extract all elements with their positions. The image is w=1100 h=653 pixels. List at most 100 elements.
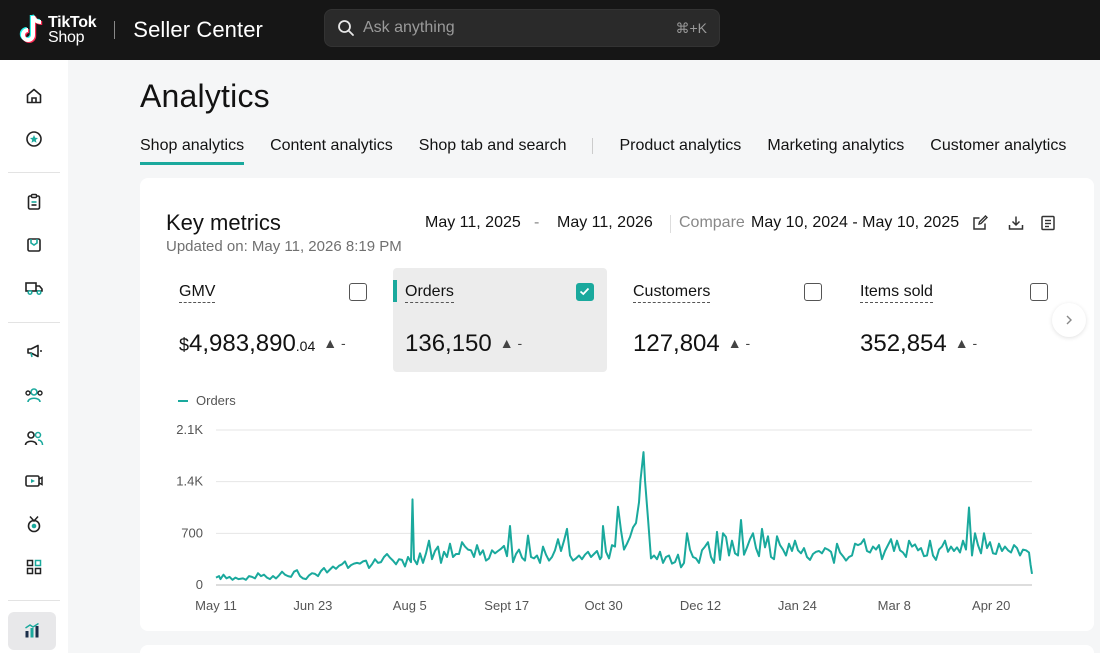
x-tick-label: Oct 30: [584, 598, 622, 613]
users-group-icon: [25, 388, 43, 403]
legend-swatch: [178, 399, 188, 402]
tab-shop-tab-and-search[interactable]: Shop tab and search: [418, 137, 567, 154]
y-tick-label: 700: [181, 525, 203, 540]
metric-value: 352,854 ▲ -: [860, 329, 977, 358]
tab-shop-analytics[interactable]: Shop analytics: [140, 136, 245, 165]
y-tick-label: 0: [196, 577, 203, 592]
tab-divider: [592, 138, 594, 154]
download-button[interactable]: [1006, 213, 1026, 233]
megaphone-icon: [27, 344, 42, 358]
date-range-separator: -: [534, 214, 540, 231]
chevron-right-icon: [1066, 315, 1072, 325]
key-metrics-card: Key metrics Updated on: May 11, 2026 8:1…: [140, 178, 1094, 631]
orders-line-chart: 0 700 1.4K 2.1K May 11 Jun 23 Aug 5 Sept 17 Oct …: [176, 422, 1033, 613]
next-card: [140, 645, 1094, 653]
sidebar-item-analytics[interactable]: [8, 612, 56, 650]
search-icon: [338, 20, 354, 36]
report-button[interactable]: [1038, 213, 1058, 233]
gmv-decimal: .04: [295, 338, 316, 354]
gmv-value: 4,983,890: [189, 330, 296, 357]
users-icon: [24, 431, 44, 446]
compare-divider: [670, 215, 671, 233]
sidebar-separator: [8, 322, 60, 323]
search-bar[interactable]: Ask anything ⌘+K: [324, 9, 720, 47]
metric-checkbox[interactable]: [804, 283, 822, 301]
clipboard-icon: [27, 193, 41, 210]
logo-divider: [114, 21, 116, 39]
sidebar-item-home[interactable]: [12, 78, 56, 114]
grid-apps-icon: [26, 559, 42, 575]
selected-indicator: [393, 280, 397, 302]
x-tick-label: Dec 12: [680, 598, 721, 613]
y-tick-label: 2.1K: [176, 422, 203, 437]
sidebar-item-rewards[interactable]: [12, 506, 56, 542]
compare-label: Compare: [679, 214, 745, 231]
date-range-end[interactable]: May 11, 2026: [557, 214, 653, 231]
report-icon: [1041, 215, 1055, 231]
metric-trend: ▲ -: [323, 335, 346, 351]
sidebar: [0, 60, 68, 653]
legend-label-orders: Orders: [196, 393, 236, 408]
sidebar-item-shipping[interactable]: [12, 270, 56, 306]
logo-text: TikTok Shop: [48, 15, 97, 46]
orders-value: 136,150: [405, 330, 492, 357]
star-badge-icon: [26, 131, 42, 147]
edit-button[interactable]: [970, 213, 990, 233]
sidebar-item-orders[interactable]: [12, 184, 56, 220]
items-sold-value: 352,854: [860, 330, 947, 357]
sidebar-item-affiliates[interactable]: [12, 377, 56, 413]
y-tick-label: 1.4K: [176, 474, 203, 489]
edit-icon: [973, 215, 988, 230]
x-tick-label: May 11: [195, 598, 237, 613]
orders-series-line: [215, 451, 1033, 581]
sidebar-item-marketing[interactable]: [12, 333, 56, 369]
sidebar-separator: [8, 172, 60, 173]
metric-checkbox[interactable]: [576, 283, 594, 301]
customers-value: 127,804: [633, 330, 720, 357]
metric-label: GMV: [179, 283, 216, 303]
compare-date-range[interactable]: May 10, 2024 - May 10, 2025: [751, 214, 960, 231]
sidebar-item-live[interactable]: [12, 463, 56, 499]
currency-symbol: $: [179, 335, 190, 355]
metric-label: Items sold: [860, 283, 933, 303]
metric-value: 136,150 ▲ -: [405, 329, 522, 358]
bar-chart-icon: [25, 622, 39, 638]
x-tick-label: Apr 20: [972, 598, 1010, 613]
metric-items-sold[interactable]: Items sold 352,854 ▲ -: [848, 268, 1062, 372]
sidebar-item-growth[interactable]: [12, 121, 56, 157]
sidebar-item-customers[interactable]: [12, 420, 56, 456]
x-tick-label: Mar 8: [878, 598, 911, 613]
metric-trend: ▲ -: [954, 335, 978, 351]
video-icon: [25, 475, 43, 487]
app-title: Seller Center: [133, 17, 263, 42]
metric-gmv[interactable]: GMV $4,983,890.04 ▲ -: [167, 268, 381, 372]
x-tick-label: Aug 5: [393, 598, 427, 613]
tiktok-shop-logo[interactable]: TikTok Shop: [16, 13, 97, 47]
x-tick-label: Jan 24: [778, 598, 817, 613]
search-input[interactable]: Ask anything: [363, 19, 455, 36]
tab-product-analytics[interactable]: Product analytics: [619, 137, 742, 154]
metrics-next-button[interactable]: [1052, 303, 1086, 337]
sidebar-item-apps[interactable]: [12, 549, 56, 585]
top-bar: TikTok Shop Seller Center Ask anything ⌘…: [0, 0, 1100, 60]
sidebar-item-products[interactable]: [12, 227, 56, 263]
chart-legend: Orders: [178, 393, 236, 408]
medal-icon: [27, 516, 41, 533]
metric-checkbox[interactable]: [349, 283, 367, 301]
date-range-start[interactable]: May 11, 2025: [425, 214, 521, 231]
metric-customers[interactable]: Customers 127,804 ▲ -: [621, 268, 835, 372]
page-title: Analytics: [140, 78, 270, 114]
metric-orders[interactable]: Orders 136,150 ▲ -: [393, 268, 607, 372]
metric-checkbox[interactable]: [1030, 283, 1048, 301]
tab-marketing-analytics[interactable]: Marketing analytics: [767, 137, 905, 154]
search-shortcut-hint: ⌘+K: [675, 19, 707, 36]
key-metrics-title: Key metrics: [166, 210, 281, 235]
x-tick-label: Sept 17: [484, 598, 529, 613]
updated-timestamp: Updated on: May 11, 2026 8:19 PM: [166, 238, 402, 255]
download-icon: [1008, 216, 1024, 230]
metric-value: 127,804 ▲ -: [633, 329, 750, 358]
metric-value: $4,983,890.04 ▲ -: [179, 329, 346, 360]
tab-content-analytics[interactable]: Content analytics: [270, 137, 393, 154]
logo-line2: Shop: [48, 29, 85, 46]
tab-customer-analytics[interactable]: Customer analytics: [930, 137, 1067, 154]
